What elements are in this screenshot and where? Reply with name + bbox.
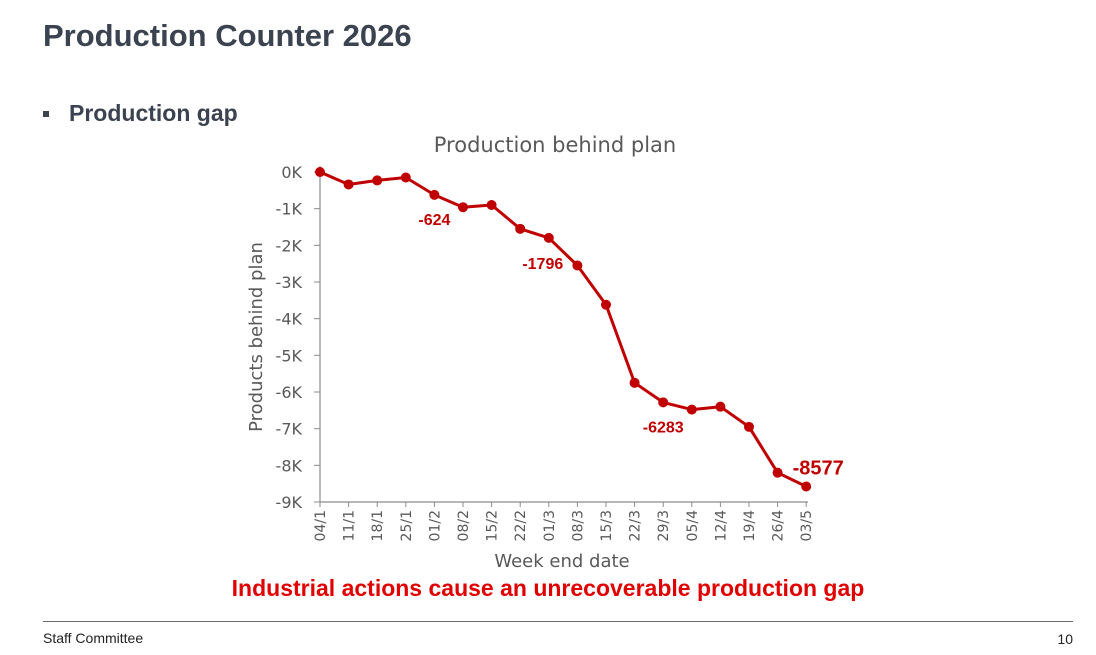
- page-title: Production Counter 2026: [43, 18, 412, 53]
- x-tick-label: 22/2: [513, 510, 529, 541]
- data-point: [715, 401, 726, 412]
- data-point: [315, 167, 325, 177]
- series-line: [318, 170, 808, 488]
- x-tick-label: 04/1: [313, 510, 329, 541]
- y-tick-label: -3K: [276, 273, 303, 292]
- x-tick-label: 22/3: [628, 510, 644, 541]
- x-tick-label: 18/1: [370, 510, 386, 541]
- x-tick-label: 01/3: [542, 510, 558, 541]
- x-tick-label: 15/2: [485, 510, 501, 541]
- x-tick-label: 01/2: [427, 510, 443, 541]
- data-point: [400, 172, 411, 183]
- y-axis-label: Products behind plan: [246, 242, 267, 432]
- bullet-square-icon: [43, 110, 49, 117]
- x-axis-label: Week end date: [494, 551, 629, 572]
- x-tick-label: 15/3: [599, 510, 615, 541]
- x-tick-label: 25/1: [399, 510, 415, 541]
- data-point: [543, 232, 554, 243]
- x-tick-label: 05/4: [685, 510, 701, 542]
- data-point: [801, 481, 812, 492]
- x-tick-label: 26/4: [771, 510, 787, 542]
- data-label: -6283: [643, 419, 684, 436]
- page-number: 10: [1057, 631, 1073, 647]
- data-point: [372, 175, 383, 186]
- data-point: [458, 202, 468, 213]
- x-tick-label: 08/3: [570, 510, 586, 541]
- data-label: -8577: [793, 457, 844, 479]
- data-point: [515, 223, 526, 234]
- y-tick-label: 0K: [281, 163, 302, 182]
- data-point: [686, 404, 697, 415]
- x-tick-label: 19/4: [742, 510, 758, 542]
- y-tick-label: -4K: [276, 310, 303, 329]
- data-point: [629, 377, 640, 388]
- x-tick-label: 08/2: [456, 510, 472, 541]
- data-point: [772, 467, 783, 478]
- bullet-item: Production gap: [43, 100, 238, 127]
- data-point: [343, 179, 354, 190]
- bullet-text: Production gap: [69, 100, 238, 126]
- x-tick-label: 29/3: [656, 510, 672, 541]
- data-point: [486, 200, 497, 210]
- y-tick-label: -9K: [276, 493, 303, 512]
- y-tick-label: -6K: [276, 383, 303, 402]
- x-tick-label: 03/5: [799, 510, 815, 541]
- y-tick-label: -5K: [276, 346, 303, 365]
- footer-text: Staff Committee: [43, 630, 144, 646]
- x-tick-label: 11/1: [342, 510, 358, 541]
- data-point: [601, 299, 611, 310]
- data-point: [429, 189, 440, 200]
- chart-title: Production behind plan: [434, 133, 676, 157]
- y-tick-label: -8K: [276, 456, 303, 475]
- data-point: [658, 397, 669, 408]
- y-tick-label: -1K: [276, 200, 303, 219]
- y-tick-label: -2K: [276, 236, 303, 255]
- x-tick-label: 12/4: [713, 510, 729, 542]
- footer-divider: [43, 621, 1073, 622]
- data-point: [572, 260, 583, 271]
- data-point: [744, 421, 754, 432]
- y-tick-label: -7K: [276, 420, 303, 439]
- data-label: -624: [418, 212, 450, 229]
- data-label: -1796: [522, 256, 563, 273]
- conclusion-text: Industrial actions cause an unrecoverabl…: [231, 575, 865, 601]
